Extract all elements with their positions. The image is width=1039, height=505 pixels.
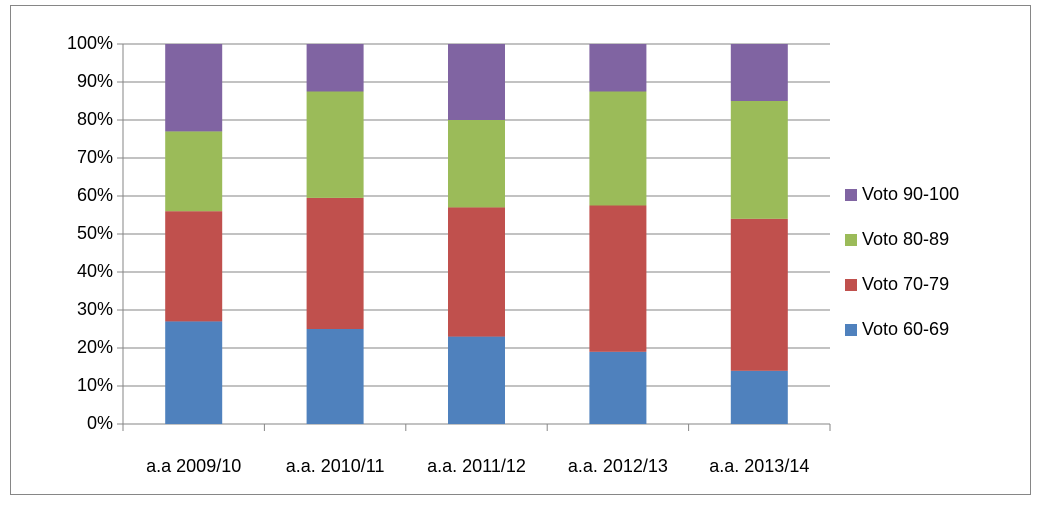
legend-swatch <box>845 234 857 246</box>
y-tick-label: 10% <box>77 375 113 395</box>
bar-segment <box>448 44 505 120</box>
legend-swatch <box>845 189 857 201</box>
bar-segment <box>730 101 788 219</box>
bar-segment <box>165 321 223 424</box>
y-tick-label: 40% <box>77 261 113 281</box>
bar-segment <box>448 207 505 337</box>
bar-segment <box>589 351 647 424</box>
x-tick-label: a.a 2009/10 <box>146 456 241 476</box>
chart-border <box>10 5 1031 495</box>
bar-segment <box>730 218 788 371</box>
bar-segment <box>730 44 788 101</box>
legend-swatch <box>845 279 857 291</box>
bar-segment <box>589 44 647 92</box>
bar-segment <box>589 205 647 352</box>
bar-segment <box>306 329 364 424</box>
bar-segment <box>306 197 364 329</box>
y-tick-label: 50% <box>77 223 113 243</box>
bar-segment <box>448 120 505 208</box>
x-tick-label: a.a. 2011/12 <box>427 456 526 476</box>
legend-label: Voto 80-89 <box>862 229 949 249</box>
y-tick-label: 100% <box>67 33 113 53</box>
y-tick-label: 80% <box>77 109 113 129</box>
y-tick-label: 20% <box>77 337 113 357</box>
legend-label: Voto 90-100 <box>862 184 959 204</box>
bar-segment <box>589 91 647 206</box>
legend-label: Voto 60-69 <box>862 319 949 339</box>
y-tick-label: 60% <box>77 185 113 205</box>
legend-label: Voto 70-79 <box>862 274 949 294</box>
bar-segment <box>730 370 788 424</box>
legend-swatch <box>845 324 857 336</box>
x-tick-label: a.a. 2012/13 <box>568 456 668 476</box>
y-tick-label: 70% <box>77 147 113 167</box>
y-tick-label: 30% <box>77 299 113 319</box>
x-tick-label: a.a. 2010/11 <box>286 456 385 476</box>
bar-segment <box>448 336 505 424</box>
x-tick-label: a.a. 2013/14 <box>709 456 809 476</box>
bar-segment <box>165 44 223 132</box>
y-tick-label: 0% <box>87 413 113 433</box>
y-tick-label: 90% <box>77 71 113 91</box>
bar-segment <box>165 211 223 322</box>
bar-segment <box>165 131 223 212</box>
bar-segment <box>306 91 364 198</box>
bar-segment <box>306 44 364 92</box>
